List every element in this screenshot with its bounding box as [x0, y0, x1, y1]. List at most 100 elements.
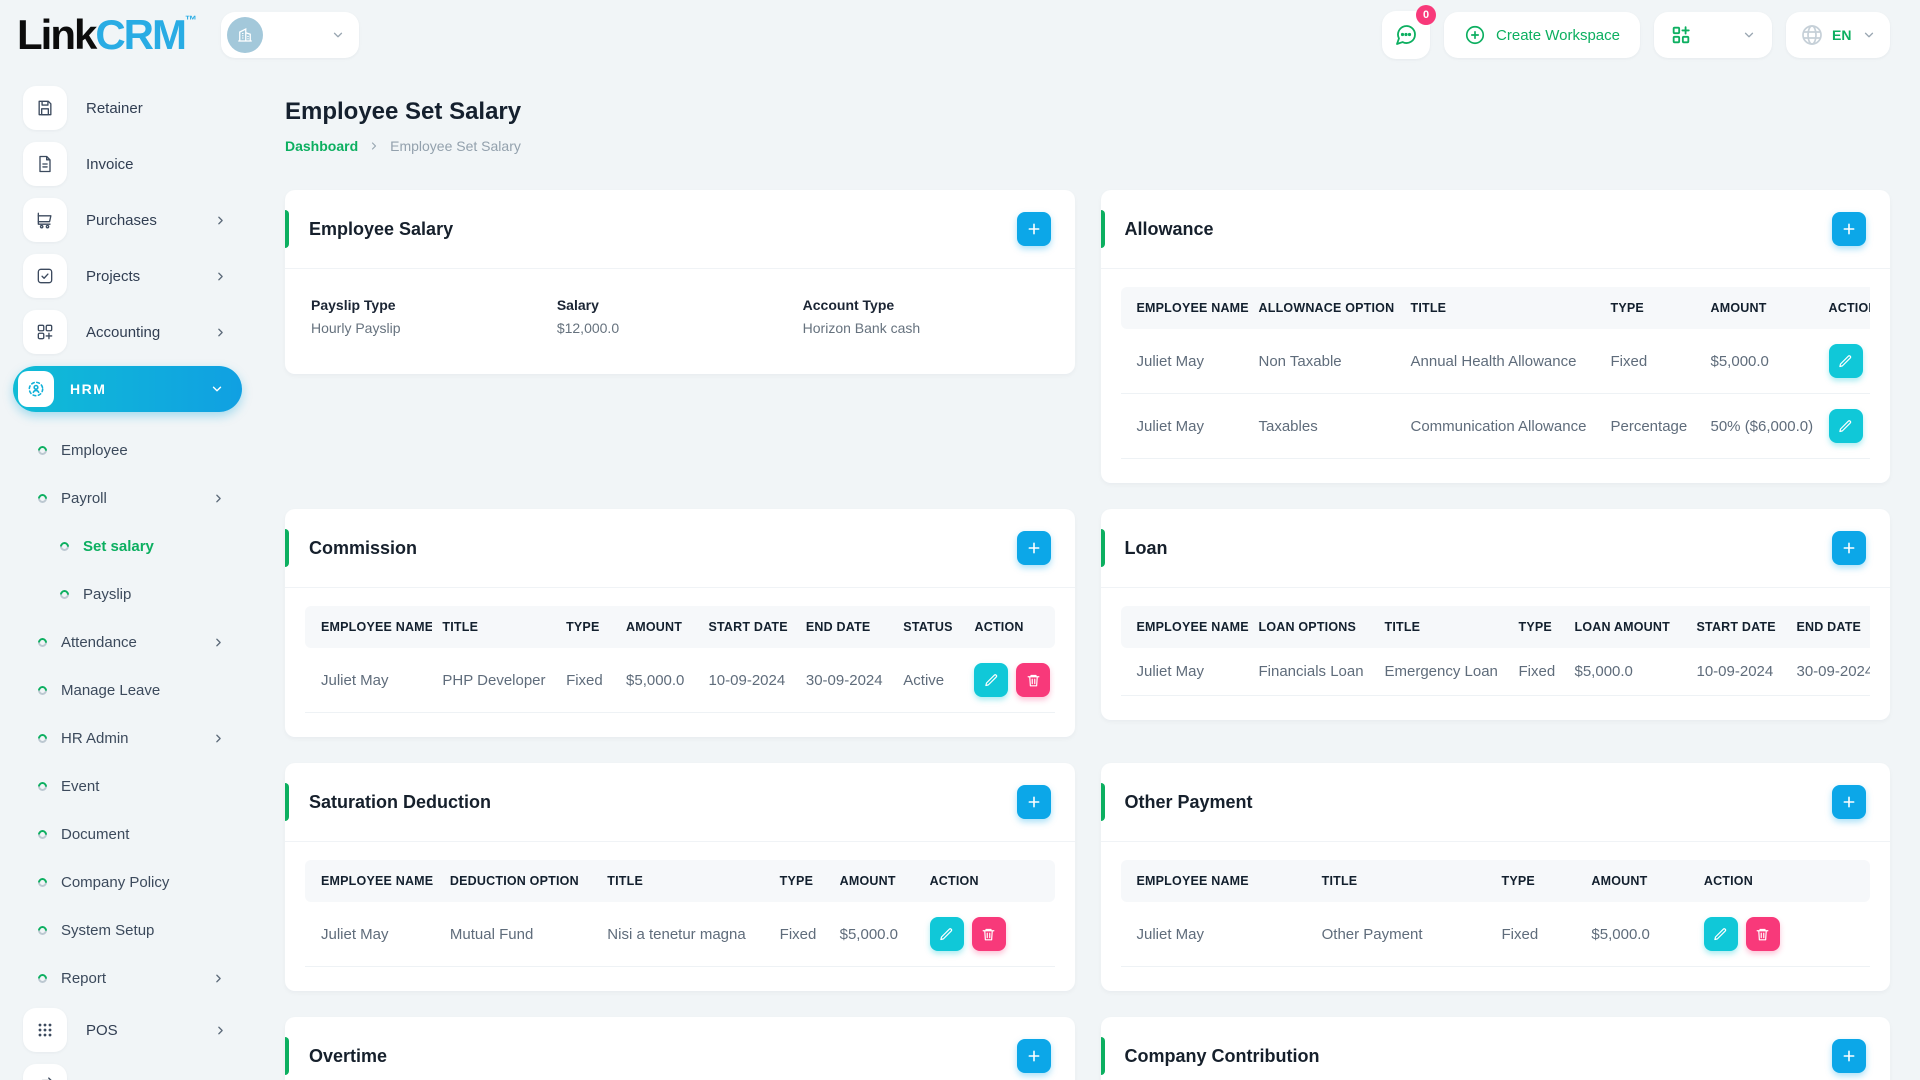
field-label: Salary: [556, 297, 599, 313]
column-header: EMPLOYEE NAME: [305, 606, 433, 648]
add-saturation-deduction-button[interactable]: [1016, 785, 1051, 819]
edit-button[interactable]: [929, 917, 964, 951]
add-company-contribution-button[interactable]: [1832, 1039, 1866, 1073]
chevron-right-icon: [216, 974, 221, 982]
plus-icon: [1843, 796, 1855, 808]
column-header: EMPLOYEE NAME: [305, 860, 440, 902]
sidebar-item-label: HRM: [70, 381, 107, 397]
column-header: EMPLOYEE NAME: [1120, 287, 1249, 329]
sidebar-subitem-attendance[interactable]: Attendance: [0, 618, 255, 666]
subitem-label: Event: [61, 777, 100, 795]
hrm-submenu: Employee Payroll Set salary Payslip Atte…: [0, 426, 255, 1002]
chevron-right-icon: [216, 638, 221, 646]
chat-icon: [1396, 25, 1416, 45]
delete-button[interactable]: [1016, 663, 1051, 697]
sidebar-subitem-employee[interactable]: Employee: [0, 426, 255, 474]
cards-grid: Employee Salary Payslip Type Hourly Pays…: [285, 190, 1890, 1080]
messages-badge: 0: [1416, 5, 1437, 25]
sidebar-subitem-system-setup[interactable]: System Setup: [0, 906, 255, 954]
add-employee-salary-button[interactable]: [1016, 212, 1051, 246]
sidebar-subitem-report[interactable]: Report: [0, 954, 255, 1002]
table-header-row: EMPLOYEE NAME DEDUCTION OPTION TITLE TYP…: [305, 860, 1055, 902]
sidebar-subitem-event[interactable]: Event: [0, 762, 255, 810]
app-logo: LinkCRM™: [17, 14, 197, 56]
chevron-right-icon: [372, 142, 377, 150]
sidebar-item-invoice[interactable]: Invoice: [23, 142, 241, 186]
edit-button[interactable]: [1828, 344, 1863, 378]
column-header: LOAN AMOUNT: [1564, 606, 1687, 648]
cell-title: Annual Health Allowance: [1400, 329, 1601, 394]
sidebar-item-pos[interactable]: POS: [23, 1008, 241, 1052]
delete-button[interactable]: [1745, 917, 1780, 951]
trash-icon: [1027, 674, 1040, 686]
bullet-icon: [58, 539, 71, 553]
plus-icon: [1028, 1050, 1039, 1062]
sidebar-item-projects[interactable]: Projects: [23, 254, 241, 298]
sidebar-subitem-hr-admin[interactable]: HR Admin: [0, 714, 255, 762]
table-scroll-area[interactable]: EMPLOYEE NAME LOAN OPTIONS TITLE TYPE LO…: [1120, 606, 1870, 696]
sidebar-item-label: Accounting: [86, 323, 161, 341]
loan-table: EMPLOYEE NAME LOAN OPTIONS TITLE TYPE LO…: [1120, 606, 1870, 696]
loan-card: Loan EMPLOYEE NAME LOAN OPTIONS TITLE TY…: [1100, 509, 1890, 720]
language-selector[interactable]: EN: [1786, 12, 1890, 58]
cell-amount: $5,000.0: [1700, 329, 1819, 394]
card-title: Commission: [309, 537, 418, 558]
cell-title: Emergency Loan: [1374, 648, 1509, 696]
sidebar-subitem-payslip[interactable]: Payslip: [0, 570, 255, 618]
table-scroll-area[interactable]: EMPLOYEE NAME ALLOWNACE OPTION TITLE TYP…: [1120, 287, 1871, 459]
edit-button[interactable]: [1703, 917, 1738, 951]
messages-button[interactable]: 0: [1382, 5, 1437, 59]
column-header: TITLE: [432, 606, 557, 648]
add-loan-button[interactable]: [1832, 531, 1866, 565]
sidebar-subitem-set-salary[interactable]: Set salary: [0, 522, 255, 570]
sidebar-item-crm[interactable]: CRM: [23, 1064, 241, 1080]
breadcrumb-current: Employee Set Salary: [390, 138, 521, 154]
subitem-label: Payroll: [61, 489, 107, 507]
pencil-icon: [1839, 419, 1852, 432]
commission-card: Commission EMPLOYEE NAME TITLE TYPE AMOU…: [285, 509, 1075, 737]
sidebar-subitem-company-policy[interactable]: Company Policy: [0, 858, 255, 906]
add-other-payment-button[interactable]: [1832, 785, 1866, 819]
subitem-label: Payslip: [83, 585, 132, 603]
cell-amount: $5,000.0: [1581, 902, 1694, 967]
add-commission-button[interactable]: [1016, 531, 1051, 565]
circle-plus-icon: [1465, 25, 1485, 45]
add-overtime-button[interactable]: [1016, 1039, 1051, 1073]
sidebar-item-label: POS: [86, 1021, 118, 1039]
column-header: AMOUNT: [616, 606, 699, 648]
bullet-icon: [58, 587, 71, 601]
field-value: Hourly Payslip: [311, 320, 401, 336]
commission-table: EMPLOYEE NAME TITLE TYPE AMOUNT START DA…: [305, 606, 1055, 713]
create-workspace-button[interactable]: Create Workspace: [1444, 12, 1640, 58]
sidebar-item-hrm[interactable]: HRM: [13, 366, 242, 412]
cell-title: Other Payment: [1311, 902, 1492, 967]
sidebar-subitem-manage-leave[interactable]: Manage Leave: [0, 666, 255, 714]
cell-start-date: 10-09-2024: [698, 648, 796, 713]
create-workspace-label: Create Workspace: [1496, 26, 1620, 44]
table-row: Juliet May Non Taxable Annual Health All…: [1120, 329, 1871, 394]
chevron-right-icon: [216, 494, 221, 502]
cell-title: PHP Developer: [432, 648, 557, 713]
company-selector[interactable]: [221, 12, 359, 58]
sidebar-subitem-document[interactable]: Document: [0, 810, 255, 858]
column-header: AMOUNT: [829, 860, 920, 902]
sidebar-item-retainer[interactable]: Retainer: [23, 86, 241, 130]
cell-allowance-option: Non Taxable: [1248, 329, 1401, 394]
add-allowance-button[interactable]: [1832, 212, 1866, 246]
workspace-dropdown[interactable]: [1654, 12, 1772, 58]
row-actions: [1828, 344, 1871, 378]
sidebar-item-label: Purchases: [86, 211, 157, 229]
trash-icon: [982, 928, 995, 940]
breadcrumb-dashboard-link[interactable]: Dashboard: [285, 138, 359, 154]
edit-button[interactable]: [974, 663, 1009, 697]
bullet-icon: [36, 971, 49, 985]
delete-button[interactable]: [971, 917, 1006, 951]
sidebar-item-purchases[interactable]: Purchases: [23, 198, 241, 242]
sidebar-item-accounting[interactable]: Accounting: [23, 310, 241, 354]
column-header: END DATE: [1786, 606, 1870, 648]
column-header: EMPLOYEE NAME: [1120, 606, 1249, 648]
edit-button[interactable]: [1828, 409, 1863, 443]
sidebar-subitem-payroll[interactable]: Payroll: [0, 474, 255, 522]
card-header: Overtime: [285, 1017, 1075, 1080]
column-header: TYPE: [769, 860, 830, 902]
